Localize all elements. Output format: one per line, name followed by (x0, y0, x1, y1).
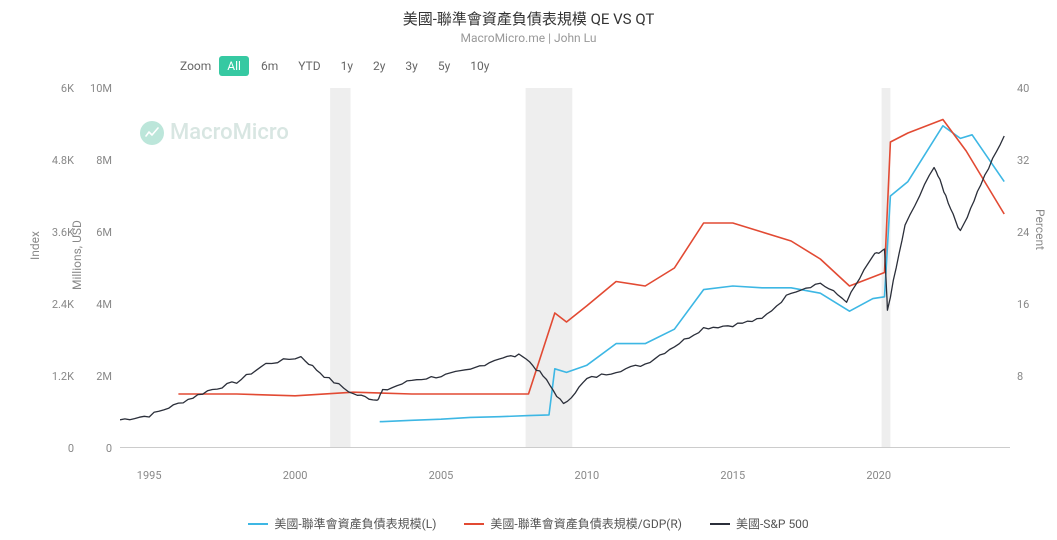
ytick-percent: 40 (1017, 82, 1037, 95)
y-axis-far-left-label: Index (28, 231, 42, 260)
legend-swatch (248, 523, 268, 525)
ytick-usd: 2M (84, 370, 112, 383)
zoom-10y[interactable]: 10y (462, 56, 497, 76)
zoom-toolbar: Zoom All6mYTD1y2y3y5y10y (180, 56, 497, 76)
zoom-all[interactable]: All (219, 56, 249, 76)
xtick: 1995 (137, 469, 162, 482)
legend-item[interactable]: 美國-S&P 500 (710, 515, 809, 532)
ytick-percent: 24 (1017, 226, 1037, 239)
xtick: 2010 (575, 469, 600, 482)
legend: 美國-聯準會資產負債表規模(L) 美國-聯準會資產負債表規模/GDP(R) 美國-S… (0, 515, 1057, 532)
ytick-index: 3.6K (46, 226, 74, 239)
chart-container: { "header": { "title": "美國-聯準會資產負債表規模 QE… (0, 0, 1057, 540)
ytick-percent: 16 (1017, 298, 1037, 311)
legend-label: 美國-聯準會資產負債表規模/GDP(R) (490, 515, 682, 532)
series-balance_sheet_gdp[interactable] (178, 120, 1004, 396)
xtick: 2005 (429, 469, 454, 482)
ytick-index: 0 (46, 442, 74, 455)
legend-label: 美國-聯準會資產負債表規模(L) (274, 515, 436, 532)
chart-title: 美國-聯準會資產負債表規模 QE VS QT (0, 0, 1057, 29)
zoom-3y[interactable]: 3y (397, 56, 425, 76)
ytick-usd: 4M (84, 298, 112, 311)
legend-swatch (464, 523, 484, 525)
zoom-2y[interactable]: 2y (365, 56, 393, 76)
chart-subtitle: MacroMicro.me | John Lu (0, 31, 1057, 45)
legend-label: 美國-S&P 500 (736, 515, 809, 532)
zoom-5y[interactable]: 5y (430, 56, 458, 76)
ytick-percent: 8 (1017, 370, 1037, 383)
xtick: 2000 (283, 469, 308, 482)
xtick: 2015 (720, 469, 745, 482)
zoom-6m[interactable]: 6m (253, 56, 286, 76)
zoom-1y[interactable]: 1y (333, 56, 361, 76)
ytick-usd: 10M (84, 82, 112, 95)
ytick-index: 1.2K (46, 370, 74, 383)
xtick: 2020 (866, 469, 891, 482)
legend-item[interactable]: 美國-聯準會資產負債表規模(L) (248, 515, 436, 532)
legend-item[interactable]: 美國-聯準會資產負債表規模/GDP(R) (464, 515, 682, 532)
zoom-ytd[interactable]: YTD (290, 56, 328, 76)
ytick-index: 2.4K (46, 298, 74, 311)
ytick-percent: 32 (1017, 154, 1037, 167)
ytick-usd: 0 (84, 442, 112, 455)
series-balance_sheet[interactable] (380, 126, 1005, 422)
ytick-usd: 6M (84, 226, 112, 239)
chart-plot[interactable] (120, 88, 1010, 448)
ytick-index: 6K (46, 82, 74, 95)
ytick-usd: 8M (84, 154, 112, 167)
legend-swatch (710, 523, 730, 525)
zoom-label: Zoom (180, 59, 211, 73)
ytick-index: 4.8K (46, 154, 74, 167)
